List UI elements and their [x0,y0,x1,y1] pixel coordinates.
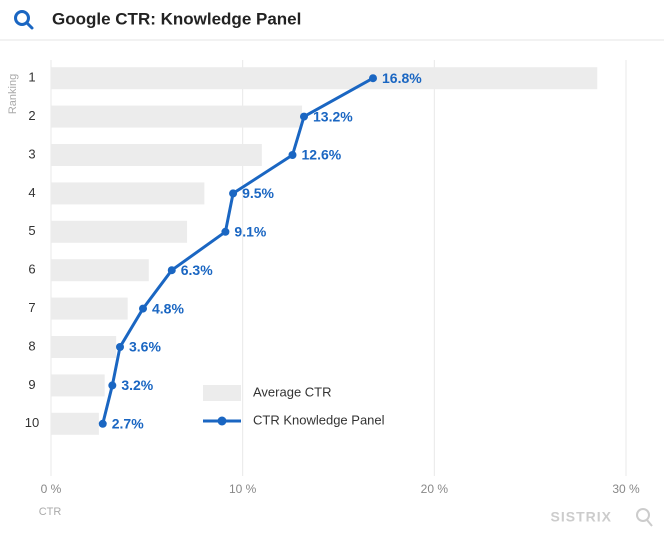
y-tick-label: 4 [28,185,35,200]
bar [51,144,262,166]
data-label: 9.1% [234,224,266,240]
y-tick-label: 6 [28,262,35,277]
point [288,151,297,159]
y-tick-label: 7 [28,300,35,315]
data-label: 4.8% [152,300,184,316]
point [167,266,176,275]
header [0,0,664,40]
bar [51,182,205,205]
y-tick-label: 8 [28,338,35,353]
bar [51,412,99,435]
point [108,381,117,390]
data-label: 6.3% [181,262,213,278]
y-axis-label: Ranking [7,74,19,114]
y-tick-label: 2 [28,108,35,123]
x-tick-label: 0 % [41,482,62,496]
point [139,304,147,313]
bar [51,220,188,243]
bar [51,105,303,128]
point [221,227,230,236]
data-label: 3.6% [129,339,161,355]
point [98,419,107,428]
legend-swatch [203,385,241,401]
y-tick-label: 5 [28,223,35,238]
legend-swatch [217,416,227,426]
bar [51,374,105,397]
point [116,343,124,351]
data-label: 16.8% [382,70,422,86]
bar [51,259,149,282]
data-label: 3.2% [121,377,153,393]
line [101,76,374,425]
chart-title: Google CTR: Knowledge Panel [52,9,301,28]
point [229,189,238,198]
search-icon [14,10,34,30]
y-tick-label: 10 [25,415,39,430]
y-tick-label: 3 [28,146,35,161]
bar [51,297,128,320]
data-label: 9.5% [242,185,274,201]
x-tick-label: 10 % [229,482,257,496]
point [300,112,308,121]
x-tick-label: 20 % [421,482,449,496]
point [369,74,377,83]
legend-label: CTR Knowledge Panel [253,412,385,427]
watermark-icon [636,508,653,527]
x-axis-label: CTR [39,506,62,518]
data-label: 2.7% [112,416,144,432]
watermark: SISTRIX [551,509,612,525]
y-tick-label: 9 [28,377,35,392]
bar [51,67,598,90]
bar [51,336,117,358]
legend-label: Average CTR [253,384,332,399]
data-label: 13.2% [313,108,353,124]
data-label: 12.6% [302,147,342,163]
x-tick-label: 30 % [612,482,640,496]
y-tick-label: 1 [28,70,35,85]
